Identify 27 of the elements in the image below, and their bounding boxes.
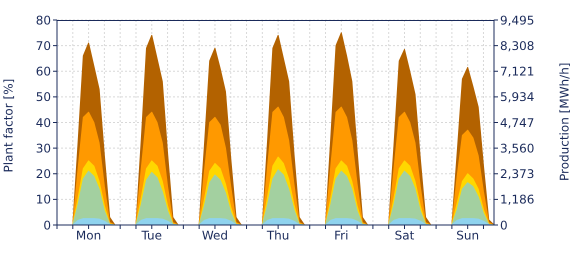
x-tick-label: Thu [266, 228, 290, 243]
x-tick-label: Sat [394, 228, 415, 243]
y2-tick-label: 4,747 [500, 116, 534, 130]
x-tick-label: Wed [202, 228, 228, 243]
x-tick-label: Tue [140, 228, 162, 243]
y-tick-label: 70 [36, 38, 51, 53]
y-tick-label: 0 [43, 218, 51, 232]
y2-tick-label: 0 [500, 218, 508, 232]
y2-tick-label: 3,560 [500, 141, 534, 156]
y2-tick-label: 2,373 [500, 167, 534, 182]
y2-tick-label: 5,934 [500, 90, 534, 104]
y-tick-label: 40 [36, 116, 51, 130]
y2-tick-label: 7,121 [500, 64, 534, 79]
x-tick-label: Fri [334, 228, 348, 243]
y-tick-label: 50 [36, 90, 51, 104]
y2-axis-title: Production [MWh/h] [557, 62, 570, 181]
x-tick-label: Mon [76, 228, 102, 243]
y-tick-label: 30 [36, 141, 51, 156]
y-tick-label: 80 [36, 13, 51, 28]
y2-tick-label: 1,186 [500, 192, 534, 207]
x-tick-label: Sun [456, 228, 480, 243]
y-axis-title: Plant factor [%] [1, 78, 16, 172]
y2-tick-label: 9,495 [500, 13, 534, 28]
y-tick-label: 20 [36, 167, 51, 182]
y-tick-label: 60 [36, 64, 51, 79]
y-tick-label: 10 [36, 192, 51, 207]
y2-tick-label: 8,308 [500, 38, 534, 53]
